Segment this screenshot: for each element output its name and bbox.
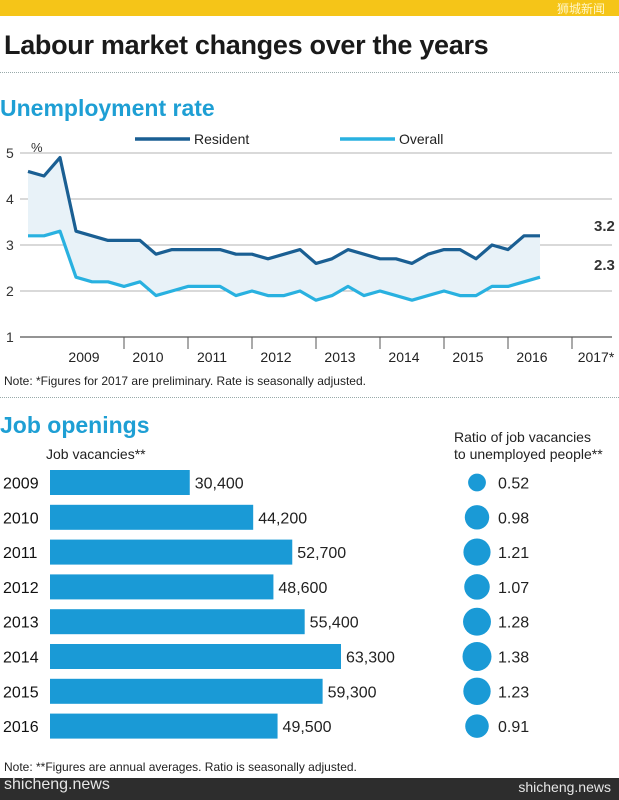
- x-tick-label: 2014: [388, 349, 419, 365]
- end-label-overall: 2.3: [594, 257, 615, 274]
- legend-label-resident: Resident: [194, 131, 249, 147]
- legend-label-overall: Overall: [399, 131, 443, 147]
- bar-category-label: 2012: [3, 580, 39, 597]
- bar-value-label: 44,200: [258, 510, 307, 527]
- bar-chart-note: Note: **Figures are annual averages. Rat…: [4, 760, 357, 774]
- ratio-circle-2009: [468, 473, 486, 492]
- x-tick-label: 2009: [68, 349, 99, 365]
- bar-category-label: 2013: [3, 615, 39, 632]
- ratio-value-label: 1.07: [498, 580, 529, 597]
- bar-axis-label: Job vacancies**: [46, 446, 146, 462]
- ratio-header: Ratio of job vacancies to unemployed peo…: [454, 429, 603, 463]
- ratio-value-label: 1.38: [498, 650, 529, 667]
- bar-category-label: 2011: [3, 545, 38, 562]
- y-tick-label: 5: [6, 145, 14, 161]
- bar-2013: [50, 609, 305, 635]
- ratio-circle-2012: [464, 574, 490, 600]
- series-line-overall: [28, 229, 541, 302]
- line-chart-title: Unemployment rate: [0, 95, 215, 121]
- unemployment-line-chart: 1 2 3 4 5 % 2009 2010 2011 2012 2013 2014 2015 2016 20…: [6, 131, 615, 365]
- ratio-header-line-2: to unemployed people**: [454, 446, 603, 462]
- x-tick-label: 2011: [197, 349, 227, 365]
- bar-category-label: 2016: [3, 719, 39, 736]
- page-title: Labour market changes over the years: [4, 30, 489, 60]
- ratio-circle-2013: [463, 607, 491, 636]
- x-tick-label: 2016: [516, 349, 547, 365]
- bar-value-label: 49,500: [283, 719, 332, 736]
- end-label-resident: 3.2: [594, 218, 615, 235]
- bar-value-label: 30,400: [195, 476, 244, 493]
- bar-2010: [50, 504, 254, 530]
- bar-value-label: 59,300: [328, 684, 377, 701]
- bar-category-label: 2015: [3, 684, 39, 701]
- y-tick-label: 3: [6, 237, 14, 253]
- y-tick-label: 4: [6, 191, 14, 207]
- ratio-value-label: 1.23: [498, 684, 529, 701]
- x-tick-label: 2010: [132, 349, 163, 365]
- bottom-strip: [0, 778, 619, 800]
- bar-2012: [50, 574, 274, 600]
- y-tick-label: 2: [6, 283, 14, 299]
- ratio-value-label: 1.28: [498, 615, 529, 632]
- watermark-top: 狮城新闻: [556, 2, 605, 16]
- line-chart-note: Note: *Figures for 2017 are preliminary.…: [4, 374, 366, 388]
- ratio-circle-2015: [463, 677, 491, 705]
- x-tick-label: 2015: [452, 349, 483, 365]
- top-accent-bar: [0, 0, 619, 16]
- gap-shading: [28, 157, 540, 301]
- section-divider: [0, 397, 619, 398]
- job-openings-chart: 2009 30,400 0.52 2010 44,200 0.98 2011 52,700 1.…: [3, 470, 529, 739]
- bar-2015: [50, 678, 323, 704]
- ratio-circle-2016: [465, 714, 489, 738]
- ratio-circle-2010: [464, 505, 490, 530]
- series-line-resident: [27, 156, 540, 265]
- x-tick-label: 2013: [324, 349, 355, 365]
- title-divider: [0, 72, 619, 73]
- bar-category-label: 2009: [3, 476, 39, 493]
- bar-2011: [50, 539, 293, 565]
- ratio-circle-2014: [462, 642, 492, 671]
- x-tick-label: 2017*: [578, 349, 615, 365]
- ratio-value-label: 0.98: [498, 510, 529, 527]
- watermark-bottom-right: shicheng.news: [518, 779, 611, 795]
- bar-2016: [50, 713, 278, 739]
- bar-value-label: 48,600: [278, 580, 327, 597]
- bar-category-label: 2010: [3, 510, 39, 527]
- bar-chart-title: Job openings: [0, 412, 150, 438]
- ratio-value-label: 1.21: [498, 545, 529, 562]
- ratio-value-label: 0.52: [498, 476, 529, 493]
- x-tick-label: 2012: [260, 349, 291, 365]
- bar-value-label: 52,700: [297, 545, 346, 562]
- watermark-bottom-left: shicheng.news: [4, 776, 110, 793]
- y-axis-unit: %: [31, 140, 43, 155]
- bar-category-label: 2014: [3, 650, 39, 667]
- ratio-header-line-1: Ratio of job vacancies: [454, 429, 591, 445]
- bar-value-label: 63,300: [346, 650, 395, 667]
- bar-value-label: 55,400: [310, 615, 359, 632]
- y-tick-label: 1: [6, 329, 14, 345]
- ratio-circle-2011: [463, 538, 491, 566]
- bar-2009: [50, 470, 190, 495]
- ratio-value-label: 0.91: [498, 719, 529, 736]
- bar-2014: [50, 644, 341, 669]
